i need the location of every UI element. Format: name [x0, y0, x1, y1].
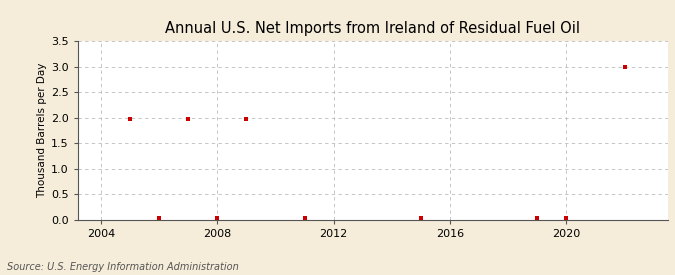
Point [212, 216, 223, 221]
Point [241, 117, 252, 121]
Text: Source: U.S. Energy Information Administration: Source: U.S. Energy Information Administ… [7, 262, 238, 272]
Point [299, 216, 310, 221]
Point [125, 117, 136, 121]
Title: Annual U.S. Net Imports from Ireland of Residual Fuel Oil: Annual U.S. Net Imports from Ireland of … [165, 21, 580, 36]
Point [416, 216, 427, 221]
Point [183, 117, 194, 121]
Point [619, 65, 630, 70]
Y-axis label: Thousand Barrels per Day: Thousand Barrels per Day [36, 63, 47, 198]
Point [532, 216, 543, 221]
Point [561, 216, 572, 221]
Point [154, 216, 165, 221]
